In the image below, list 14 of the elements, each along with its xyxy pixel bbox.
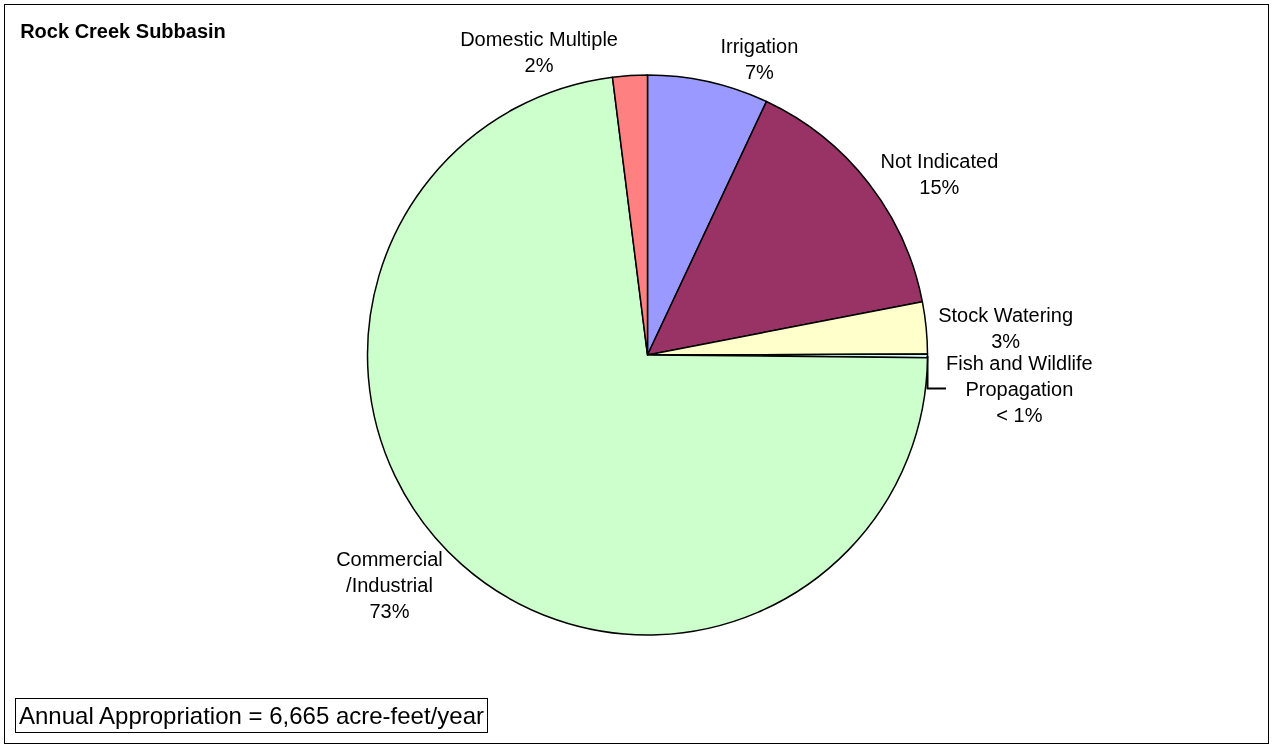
slice-label: Fish and Wildlife Propagation [946,351,1093,400]
data-label: 3% [991,329,1021,352]
slice-label: Irrigation [720,34,799,57]
slice-label: Stock Watering [938,303,1074,326]
data-label: < 1% [996,403,1043,426]
text: Rock Creek Subbasin [20,19,226,42]
data-label: 7% [744,60,775,83]
text: Annual Appropriation = 6,665 acre-feet/year [19,702,484,729]
data-label: 2% [524,53,554,76]
data-label: 73% [369,599,410,622]
slice-label: Not Indicated [880,149,999,172]
slice-label: Commercial /Industrial [336,547,443,596]
data-label: 15% [919,175,960,198]
slice-label: Domestic Multiple [460,27,618,50]
